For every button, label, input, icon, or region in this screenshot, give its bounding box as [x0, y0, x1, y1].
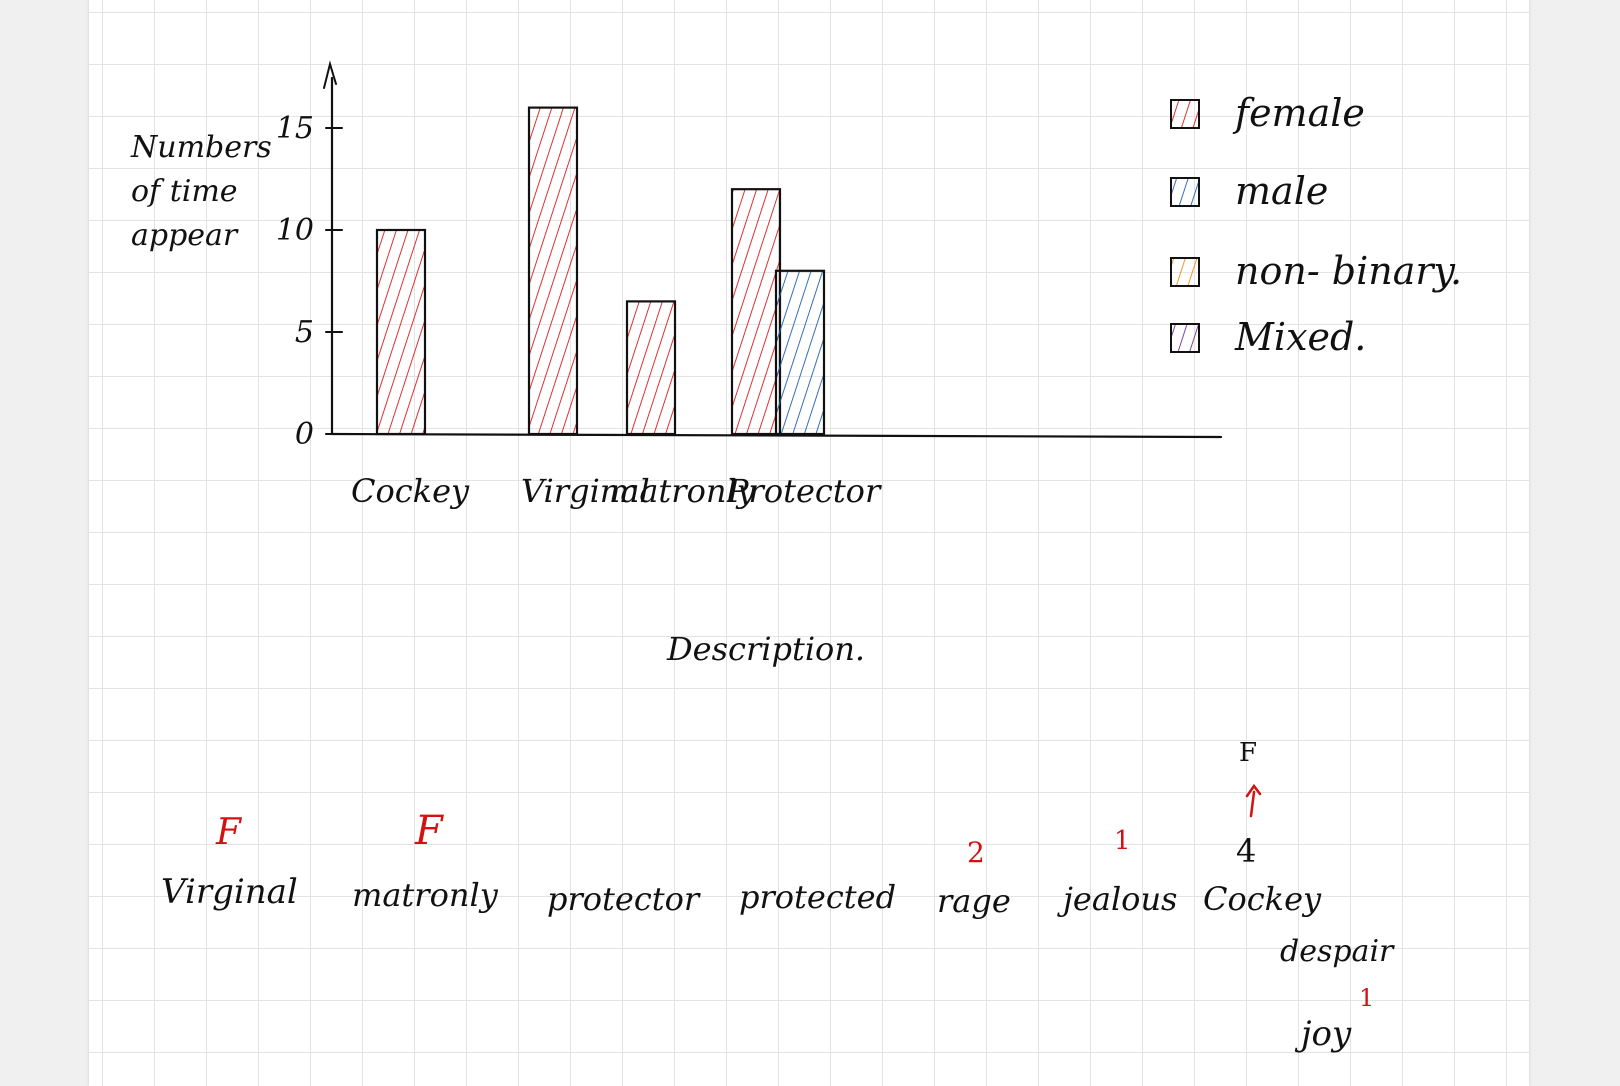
note-word-matronly: matronly [352, 876, 498, 914]
note-mark-rage: 2 [967, 836, 985, 869]
x-tick-label-protector: Protector [726, 472, 882, 510]
note-mark-matronly: F [415, 808, 443, 854]
x-tick-label-matronly: matronly [609, 472, 756, 510]
y-axis-label: Numbers of time appear [131, 130, 272, 253]
note-word-despair: despair [1280, 934, 1394, 969]
graph-paper-page: 0 5 10 15 Cockey Virginal matronly Protector f… [89, 0, 1529, 1086]
y-ticks: 0 5 10 15 [276, 111, 343, 452]
x-tick-label-cockey: Cockey [351, 472, 470, 510]
note-word-jealous: jealous [1063, 880, 1178, 918]
note-word-joy: joy [1301, 1014, 1352, 1054]
note-word-protected: protected [739, 878, 897, 916]
note-word-cockey: Cockey [1203, 880, 1322, 918]
note-mark-cockey: 4 [1236, 832, 1257, 870]
legend-label-3: Mixed. [1234, 315, 1366, 359]
y-tick-label-5: 5 [295, 315, 314, 350]
x-axis-line [330, 432, 1223, 439]
legend-swatch-3 [1170, 323, 1200, 353]
legend-label-1: male [1235, 169, 1328, 213]
note-mark-virginal: F [216, 812, 241, 853]
note-mark-jealous: 1 [1114, 826, 1131, 856]
legend-label-2: non- binary. [1235, 249, 1462, 293]
y-axis-arrow [323, 60, 337, 89]
chart-axes [323, 60, 1223, 439]
legend-swatch-0 [1170, 99, 1200, 129]
legend-swatch-2 [1170, 257, 1200, 287]
bar-protector-male [774, 269, 826, 436]
arrow-up-icon [1245, 783, 1262, 818]
note-cockey-extra: F [1239, 738, 1258, 768]
y-tick-label-0: 0 [295, 417, 314, 452]
bar-matronly-female [625, 300, 677, 436]
x-axis-label: Description. [667, 630, 866, 668]
note-word-virginal: Virginal [161, 872, 298, 912]
note-word-rage: rage [937, 882, 1011, 920]
x-tick-label-virginal: Virginal [521, 472, 650, 510]
legend-label-0: female [1232, 91, 1365, 135]
bar-cockey-female [375, 228, 427, 436]
legend-swatch-1 [1170, 177, 1200, 207]
note-word-protector: protector [547, 880, 700, 918]
bar-virginal-female [527, 106, 579, 436]
y-tick-label-10: 10 [276, 213, 314, 248]
legend: female male non- binary. Mixed. [1170, 91, 1462, 359]
bar-protector-female [730, 188, 782, 436]
note-mark-joy: 1 [1359, 984, 1375, 1012]
y-tick-label-15: 15 [276, 111, 314, 146]
